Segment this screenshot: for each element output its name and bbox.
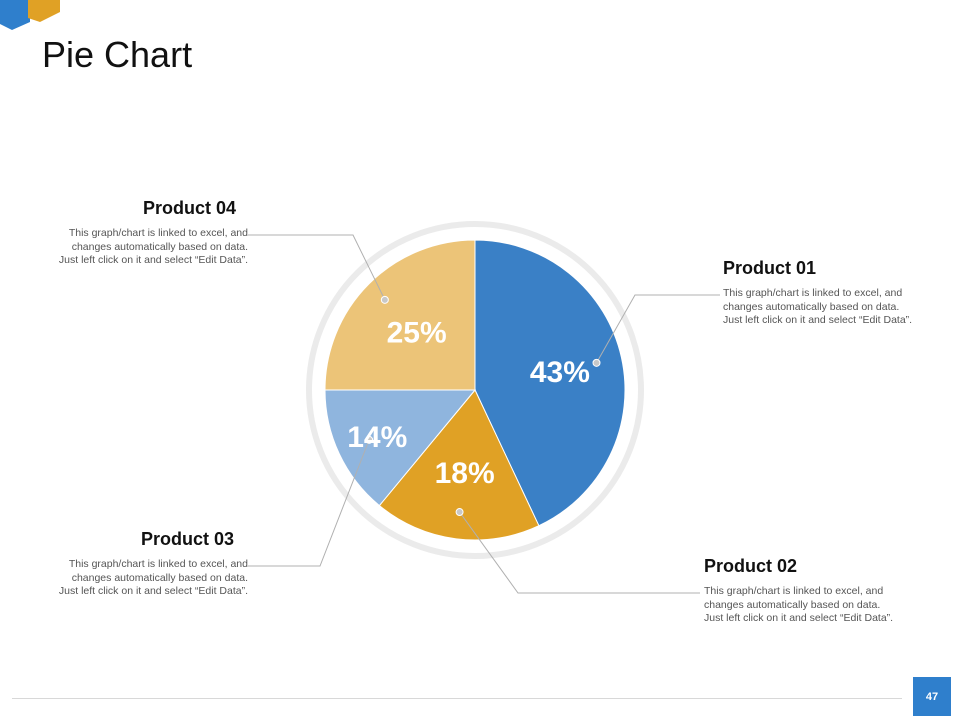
pie-slice-product-03[interactable] [324, 389, 477, 507]
leader-dot-product-03 [365, 435, 374, 444]
pie-slice-product-01[interactable] [474, 239, 626, 527]
pie-slice-product-04[interactable] [324, 239, 476, 391]
page-title: Pie Chart [42, 34, 193, 75]
pie-slice-product-02[interactable] [378, 389, 540, 541]
logo-blue-shape [0, 0, 30, 30]
leader-dot-product-02 [455, 508, 464, 517]
label-desc-product-03: This graph/chart is linked to excel, and… [58, 558, 248, 597]
label-title-product-02: Product 02 [704, 556, 798, 576]
leader-dot-product-04 [380, 295, 389, 304]
slice-percent-label-product-01: 43% [530, 356, 590, 389]
footer-divider [12, 698, 902, 699]
corner-logo-shapes [0, 0, 60, 30]
logo-orange-shape [28, 0, 60, 22]
label-title-product-01: Product 01 [723, 258, 817, 278]
leader-line-product-03 [248, 439, 370, 567]
page-number-badge: 47 [913, 677, 951, 716]
label-product-02: Product 02 This graph/chart is linked to… [704, 556, 924, 626]
label-title-product-03: Product 03 [140, 529, 234, 549]
label-title-product-04: Product 04 [142, 198, 236, 218]
leader-line-product-04 [248, 234, 386, 301]
label-desc-product-02: This graph/chart is linked to excel, and… [704, 585, 894, 624]
label-desc-product-04: This graph/chart is linked to excel, and… [58, 227, 248, 266]
pie-outer-ring [306, 221, 644, 559]
label-desc-product-01: This graph/chart is linked to excel, and… [723, 287, 913, 326]
label-product-04: Product 04 This graph/chart is linked to… [28, 198, 248, 268]
leader-line-product-02 [459, 511, 700, 594]
label-product-03: Product 03 This graph/chart is linked to… [28, 529, 248, 599]
slice-percent-label-product-02: 18% [435, 457, 495, 490]
label-product-01: Product 01 This graph/chart is linked to… [723, 258, 943, 328]
slice-percent-label-product-04: 25% [387, 317, 447, 350]
leader-line-product-01 [596, 294, 720, 364]
leader-dot-product-01 [592, 358, 601, 367]
slice-percent-label-product-03: 14% [347, 421, 407, 454]
